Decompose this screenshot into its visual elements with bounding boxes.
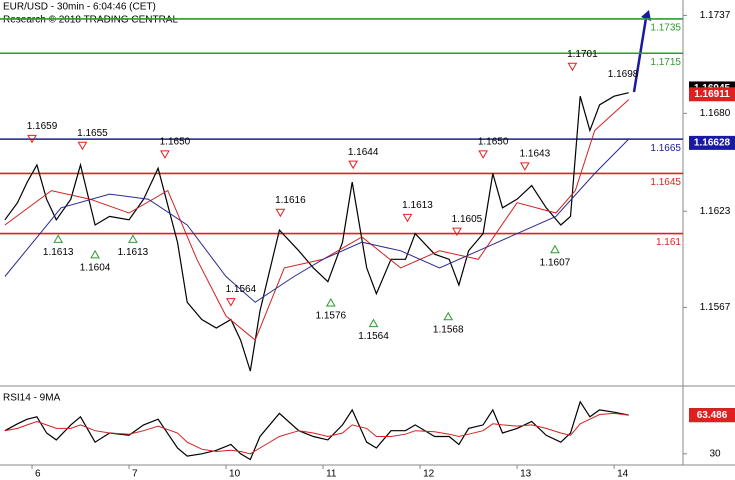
high-marker [402, 213, 413, 223]
y-tick-label: 30 [709, 448, 721, 459]
annotation-label: 1.1576 [316, 311, 347, 322]
level-label: 1.1715 [650, 57, 681, 68]
annotation-label: 1.1655 [77, 128, 108, 139]
low-marker [368, 318, 379, 328]
annotation-label: 1.1564 [358, 331, 389, 342]
x-tick-label: 6 [35, 469, 41, 480]
chart-title: EUR/USD - 30min - 6:04:46 (CET) [3, 2, 156, 13]
level-label: 1.1645 [650, 177, 681, 188]
high-marker [567, 62, 578, 72]
annotation-label: 1.1698 [608, 69, 639, 80]
annotation-label: 1.1564 [226, 284, 257, 295]
low-marker [550, 244, 560, 254]
high-marker [77, 141, 88, 151]
annotation-label: 1.1650 [160, 137, 191, 148]
annotation-label: 1.1613 [43, 247, 74, 258]
high-marker [160, 150, 170, 159]
x-tick-label: 14 [617, 469, 629, 480]
annotation-label: 1.1644 [348, 147, 379, 158]
low-marker [443, 311, 454, 321]
x-tick-label: 12 [423, 469, 435, 480]
annotation-label: 1.1607 [540, 257, 571, 268]
high-marker [226, 298, 236, 307]
price-label: 1.16628 [694, 138, 731, 149]
level-label: 1.1665 [650, 143, 681, 154]
x-tick-label: 11 [326, 469, 337, 480]
annotation-label: 1.1568 [433, 324, 464, 335]
high-marker [348, 160, 359, 170]
price-label: 1.16911 [694, 89, 730, 100]
high-marker [452, 227, 462, 237]
y-tick-label: 1.1567 [700, 302, 731, 313]
low-marker [90, 249, 100, 259]
series-line [4, 92, 629, 372]
level-label: 1.1735 [650, 23, 681, 34]
low-marker [128, 234, 138, 243]
high-marker [520, 162, 530, 171]
annotation-label: 1.1643 [520, 149, 551, 160]
series-line [4, 138, 630, 303]
annotation-label: 1.1613 [118, 247, 149, 258]
level-label: 1.161 [656, 237, 681, 248]
high-marker [27, 134, 37, 144]
low-marker [53, 234, 64, 243]
annotation-label: 1.1701 [567, 49, 598, 60]
y-tick-label: 1.1623 [700, 206, 731, 217]
annotation-label: 1.1613 [402, 200, 433, 211]
high-marker [478, 150, 489, 159]
annotation-label: 1.1659 [27, 121, 58, 132]
price-box [689, 408, 735, 423]
price-label: 63.486 [697, 410, 728, 421]
y-tick-label: 1.1680 [700, 108, 731, 119]
x-tick-label: 10 [229, 469, 241, 480]
series-line [4, 412, 629, 455]
x-tick-label: 13 [520, 469, 532, 480]
price-box [689, 135, 735, 150]
rsi-title: RSI14 - 9MA [3, 393, 61, 404]
annotation-label: 1.1616 [275, 195, 306, 206]
annotation-label: 1.1604 [80, 263, 111, 274]
chart-subtitle: Research © 2018 TRADING CENTRAL [3, 15, 178, 26]
series-line [4, 400, 629, 461]
high-marker [275, 208, 286, 218]
low-marker [325, 297, 336, 307]
price-box [689, 87, 735, 102]
annotation-label: 1.1650 [478, 137, 509, 148]
x-tick-label: 7 [132, 469, 138, 480]
annotation-label: 1.1605 [452, 214, 483, 225]
y-tick-label: 1.1737 [700, 10, 731, 21]
forecast-arrow [632, 17, 648, 93]
